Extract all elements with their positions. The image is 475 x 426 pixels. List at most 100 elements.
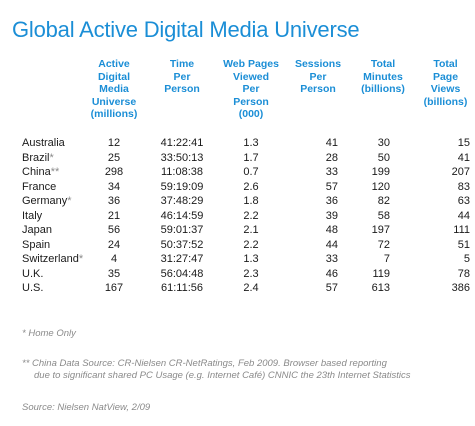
cell-total-minutes: 199 <box>371 166 390 178</box>
header-time: Time Per Person <box>148 58 216 136</box>
table-header-row: Active Digital Media Universe (millions) Tim… <box>0 58 475 136</box>
header-label-line: Minutes <box>363 70 403 83</box>
cell-time-per-person: 59:01:37 <box>160 224 204 236</box>
cell-country: Spain <box>0 238 80 253</box>
header-label-line: Per <box>309 70 327 83</box>
cell-total-pageviews: 78 <box>457 267 470 280</box>
cell-total-minutes: 613 <box>371 282 390 294</box>
cell-webpages-per-person: 2.2 <box>243 238 259 251</box>
cell-total-pageviews: 386 <box>451 282 470 294</box>
header-label-line: Person <box>300 83 336 95</box>
header-label-line: Active <box>98 58 130 70</box>
cell-universe: 4 <box>110 253 118 265</box>
source-note: Source: Nielsen NatView, 2/09 <box>22 402 151 413</box>
media-universe-table: Active Digital Media Universe (millions) Tim… <box>0 58 475 296</box>
cell-total-minutes: 7 <box>383 253 390 265</box>
table-row: Germany* 36 37:48:29 1.8 36 82 63 <box>0 194 475 209</box>
header-sessions: Sessions Per Person <box>286 58 350 136</box>
cell-sessions-per-person: 36 <box>325 195 338 207</box>
table-body: Australia 12 41:22:41 1.3 41 30 15 Brazil* 25 33:… <box>0 136 475 296</box>
cell-total-pageviews: 41 <box>457 151 470 164</box>
cell-sessions-per-person: 46 <box>325 267 338 280</box>
china-source-note: ** China Data Source: CR-Nielsen CR-NetR… <box>22 358 411 382</box>
cell-total-minutes: 50 <box>377 151 390 164</box>
country-name: Italy <box>22 209 43 222</box>
china-note-line1: ** China Data Source: CR-Nielsen CR-NetR… <box>22 358 387 369</box>
home-only-note: * Home Only <box>22 328 76 339</box>
header-label-line: Page <box>432 70 459 83</box>
cell-time-per-person: 56:04:48 <box>160 267 204 280</box>
header-label-line: Web Pages <box>223 58 279 70</box>
cell-universe: 24 <box>107 238 121 251</box>
table-row: Australia 12 41:22:41 1.3 41 30 15 <box>0 136 475 151</box>
cell-total-pageviews: 63 <box>457 195 470 207</box>
cell-webpages-per-person: 2.1 <box>243 224 259 236</box>
header-country <box>0 58 80 136</box>
cell-sessions-per-person: 44 <box>325 238 338 251</box>
header-label-line: Time <box>169 58 195 70</box>
cell-universe: 56 <box>107 224 121 236</box>
cell-country: Italy <box>0 209 80 224</box>
header-label-line: Viewed <box>233 70 269 83</box>
cell-sessions-per-person: 48 <box>325 224 338 236</box>
cell-sessions-per-person: 57 <box>325 282 338 294</box>
header-label-line: (billions) <box>361 83 405 95</box>
country-name: Japan <box>22 224 52 236</box>
cell-universe: 167 <box>104 282 124 294</box>
cell-sessions-per-person: 28 <box>325 151 338 164</box>
cell-total-minutes: 197 <box>371 224 390 236</box>
country-name: China <box>22 166 51 178</box>
cell-time-per-person: 37:48:29 <box>160 195 204 207</box>
cell-country: U.S. <box>0 281 80 296</box>
cell-time-per-person: 50:37:52 <box>160 238 204 251</box>
cell-webpages-per-person: 2.3 <box>243 267 259 280</box>
footnote-marker: * <box>78 253 84 265</box>
cell-webpages-per-person: 2.6 <box>243 180 259 193</box>
table-row: France 34 59:19:09 2.6 57 120 83 <box>0 180 475 195</box>
cell-universe: 298 <box>104 166 124 178</box>
header-label-line: Per <box>242 83 260 95</box>
header-label-line: Sessions <box>294 58 342 70</box>
header-label-line: Digital <box>97 70 131 83</box>
footnote-marker: * <box>67 195 72 207</box>
cell-time-per-person: 11:08:38 <box>160 166 203 178</box>
cell-sessions-per-person: 33 <box>325 166 338 178</box>
header-universe: Active Digital Media Universe (millions) <box>80 58 148 136</box>
table-row: Switzerland* 4 31:27:47 1.3 33 7 5 <box>0 252 475 267</box>
header-webpages: Web Pages Viewed Per Person (000) <box>216 58 286 136</box>
footnote-marker: * <box>49 151 54 164</box>
table-row: China** 298 11:08:38 0.7 33 199 207 <box>0 165 475 180</box>
cell-universe: 25 <box>107 151 121 164</box>
page-title: Global Active Digital Media Universe <box>12 17 360 42</box>
cell-sessions-per-person: 39 <box>325 209 338 222</box>
cell-total-minutes: 58 <box>377 209 390 222</box>
table-row: U.S. 167 61:11:56 2.4 57 613 386 <box>0 281 475 296</box>
header-label-line: Total <box>370 58 396 70</box>
country-name: Australia <box>22 137 65 149</box>
cell-webpages-per-person: 1.3 <box>243 137 259 149</box>
cell-time-per-person: 46:14:59 <box>160 209 204 222</box>
table-row: Brazil* 25 33:50:13 1.7 28 50 41 <box>0 151 475 166</box>
cell-universe: 36 <box>107 195 121 207</box>
cell-country: Germany* <box>0 194 80 209</box>
header-label-line: Person <box>233 95 269 108</box>
china-note-line2: due to significant shared PC Usage (e.g.… <box>34 370 411 381</box>
header-label-line: Views <box>430 83 461 95</box>
cell-total-minutes: 72 <box>377 238 390 251</box>
cell-sessions-per-person: 33 <box>325 253 338 265</box>
cell-time-per-person: 33:50:13 <box>160 151 204 164</box>
cell-webpages-per-person: 1.8 <box>243 195 259 207</box>
header-label-line: (billions) <box>423 95 468 108</box>
cell-time-per-person: 41:22:41 <box>160 137 204 149</box>
cell-total-minutes: 30 <box>377 137 390 149</box>
footnote-marker: ** <box>50 166 60 178</box>
table-row: Spain 24 50:37:52 2.2 44 72 51 <box>0 238 475 253</box>
header-label-line: Per <box>173 70 191 83</box>
cell-universe: 35 <box>107 267 121 280</box>
header-label-line: Universe <box>91 95 137 108</box>
cell-country: Australia <box>0 136 80 151</box>
table-row: Italy 21 46:14:59 2.2 39 58 44 <box>0 209 475 224</box>
country-name: Brazil <box>22 151 50 164</box>
cell-webpages-per-person: 2.4 <box>243 282 259 294</box>
table-row: Japan 56 59:01:37 2.1 48 197 111 <box>0 223 475 238</box>
